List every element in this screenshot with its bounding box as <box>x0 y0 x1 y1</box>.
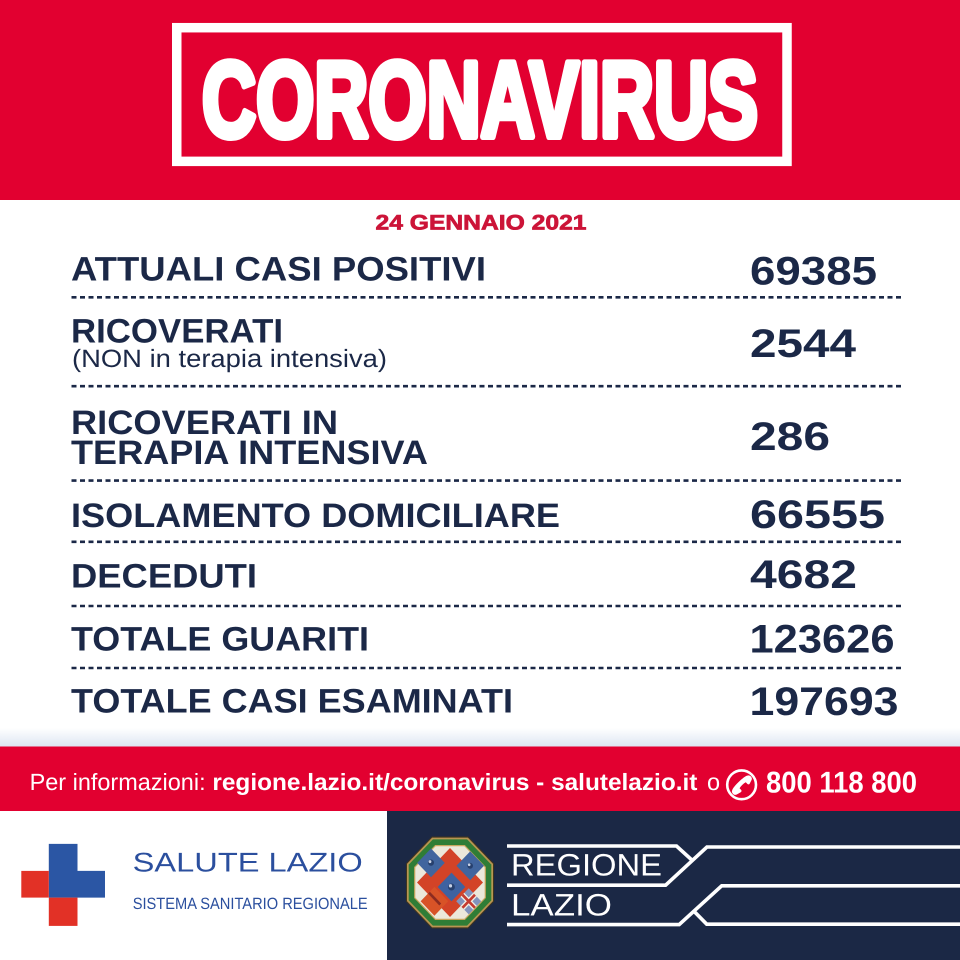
svg-text:DECEDUTI: DECEDUTI <box>71 558 257 596</box>
svg-text:TOTALE CASI ESAMINATI: TOTALE CASI ESAMINATI <box>71 682 513 720</box>
svg-text:Per informazioni:: Per informazioni: <box>30 769 206 795</box>
svg-text:o: o <box>707 769 720 795</box>
svg-text:RICOVERATI IN: RICOVERATI IN <box>71 404 338 442</box>
svg-text:66555: 66555 <box>750 493 885 537</box>
svg-text:SALUTE LAZIO: SALUTE LAZIO <box>133 848 363 878</box>
svg-text:123626: 123626 <box>750 618 895 662</box>
svg-text:SISTEMA SANITARIO REGIONALE: SISTEMA SANITARIO REGIONALE <box>133 895 368 913</box>
svg-text:197693: 197693 <box>750 680 899 724</box>
svg-text:regione.lazio.it/coronavirus -: regione.lazio.it/coronavirus - salutelaz… <box>212 769 697 795</box>
svg-text:4682: 4682 <box>750 553 857 597</box>
svg-text:RICOVERATI: RICOVERATI <box>71 312 283 350</box>
svg-text:ISOLAMENTO DOMICILIARE: ISOLAMENTO DOMICILIARE <box>71 497 560 535</box>
svg-text:800 118 800: 800 118 800 <box>766 767 917 800</box>
svg-text:286: 286 <box>750 415 830 459</box>
svg-text:69385: 69385 <box>750 249 877 293</box>
svg-text:LAZIO: LAZIO <box>511 887 612 922</box>
svg-text:(NON in terapia intensiva): (NON in terapia intensiva) <box>72 345 387 373</box>
svg-text:REGIONE: REGIONE <box>511 848 662 883</box>
svg-text:2544: 2544 <box>750 322 857 366</box>
svg-text:24 GENNAIO 2021: 24 GENNAIO 2021 <box>376 212 587 235</box>
svg-text:TOTALE GUARITI: TOTALE GUARITI <box>71 621 369 659</box>
svg-text:ATTUALI CASI POSITIVI: ATTUALI CASI POSITIVI <box>71 251 486 289</box>
svg-text:CORONAVIRUS: CORONAVIRUS <box>202 40 758 160</box>
svg-text:TERAPIA INTENSIVA: TERAPIA INTENSIVA <box>71 434 428 472</box>
